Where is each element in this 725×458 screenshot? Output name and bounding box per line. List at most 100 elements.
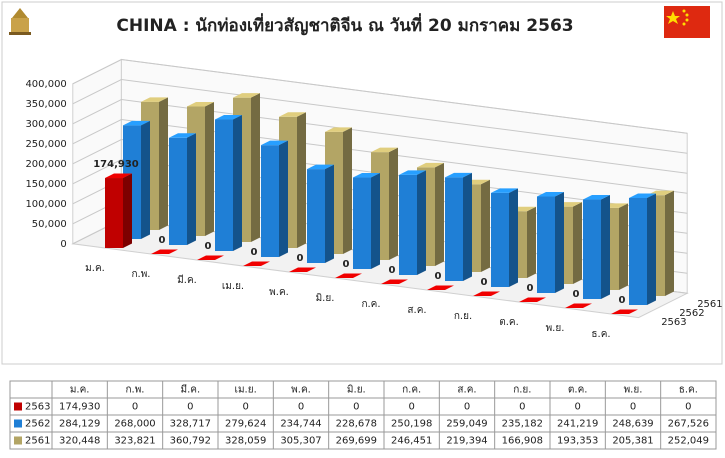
bar-front — [215, 119, 233, 251]
bar — [381, 279, 408, 284]
bar-side — [435, 162, 444, 266]
legend-key — [14, 419, 22, 428]
bar-front — [491, 192, 509, 287]
table-cell: 0 — [242, 402, 248, 413]
table-cell: 0 — [408, 402, 414, 413]
x-tick-label: มิ.ย. — [316, 293, 335, 304]
y-tick-label: 50,000 — [32, 219, 67, 230]
bar — [151, 249, 178, 254]
bar — [335, 273, 362, 278]
bar-top — [473, 291, 500, 296]
bar-side — [619, 203, 628, 290]
x-tick-label: ส.ค. — [407, 305, 426, 316]
y-tick-label: 0 — [60, 239, 66, 250]
table-cell: 267,526 — [668, 419, 709, 430]
bar-top — [399, 170, 426, 175]
bar-top — [233, 93, 260, 98]
bar-side — [297, 112, 306, 248]
bar-top — [105, 173, 132, 179]
x-tick-label: มี.ค. — [177, 274, 197, 286]
bar-top — [371, 147, 398, 153]
x-tick-label: ก.พ. — [131, 269, 150, 280]
bar-top — [381, 279, 408, 284]
table-cell: 259,049 — [446, 419, 487, 430]
grid-line — [72, 138, 688, 214]
data-label: 0 — [159, 235, 166, 246]
table-cell: 248,639 — [612, 419, 653, 430]
data-label: 0 — [389, 265, 396, 276]
bar-top — [261, 140, 288, 146]
table-cell: 0 — [298, 402, 304, 413]
bar-top — [611, 309, 638, 314]
bar-front — [583, 199, 601, 299]
bar-front — [353, 177, 371, 269]
table-cell: 205,381 — [612, 436, 653, 447]
bar-top — [353, 173, 380, 178]
bar-side — [159, 97, 168, 230]
bar-side — [325, 164, 334, 263]
bar-side — [343, 127, 352, 254]
x-tick-label: ต.ค. — [499, 317, 519, 328]
bar-side — [141, 120, 150, 239]
legend-label: 2563 — [25, 402, 50, 413]
table-header: ก.ย. — [513, 385, 531, 396]
bar — [353, 173, 380, 269]
data-label: 0 — [573, 289, 580, 300]
y-tick-label: 250,000 — [25, 139, 66, 150]
bar-side — [279, 140, 288, 257]
bar-top — [583, 195, 610, 200]
grid-line — [72, 58, 688, 134]
bar — [491, 188, 518, 287]
bar-top — [123, 120, 150, 126]
bar-top — [519, 297, 546, 302]
data-label: 0 — [619, 295, 626, 306]
table-cell: 320,448 — [59, 436, 100, 447]
table-header: ก.ค. — [402, 385, 421, 396]
data-label: 0 — [343, 259, 350, 270]
table-cell: 235,182 — [502, 419, 543, 430]
bar — [519, 297, 546, 302]
legend-label: 2561 — [25, 436, 50, 447]
legend-key — [14, 436, 22, 445]
table-header: พ.ค. — [291, 385, 311, 396]
bar-top — [335, 273, 362, 278]
bar-top — [325, 127, 352, 132]
bar-side — [371, 173, 380, 269]
bar-front — [629, 197, 647, 305]
table-header: ธ.ค. — [679, 385, 698, 396]
bar-top — [629, 193, 656, 198]
y-tick-label: 200,000 — [25, 159, 66, 170]
table-header: ส.ค. — [457, 385, 476, 396]
table-cell: 0 — [132, 402, 138, 413]
table-cell: 0 — [630, 402, 636, 413]
x-tick-label: พ.ย. — [546, 323, 565, 334]
table-header: เม.ย. — [235, 385, 257, 396]
depth-label: 2563 — [661, 317, 686, 328]
bar-side — [251, 93, 260, 242]
x-tick-label: พ.ค. — [269, 287, 289, 298]
bar — [611, 309, 638, 314]
y-tick-label: 100,000 — [25, 199, 66, 210]
y-tick-label: 300,000 — [25, 119, 66, 130]
y-tick-label: 150,000 — [25, 179, 66, 190]
bar-side — [123, 173, 132, 248]
bar-side — [481, 179, 490, 272]
bar-side — [555, 192, 564, 293]
bar-top — [445, 172, 472, 178]
bar — [629, 193, 656, 305]
table-cell: 323,821 — [114, 436, 155, 447]
data-label: 0 — [527, 283, 534, 294]
table-cell: 269,699 — [336, 436, 377, 447]
bar-top — [279, 112, 306, 117]
table-cell: 246,451 — [391, 436, 432, 447]
table-header: ก.พ. — [125, 385, 144, 396]
grid-line — [72, 118, 688, 194]
bar-top — [169, 133, 196, 138]
bar-front — [105, 178, 123, 248]
legend-key — [14, 402, 22, 411]
bar — [565, 303, 592, 308]
y-tick-label: 350,000 — [25, 99, 66, 110]
legend-label: 2562 — [25, 419, 50, 430]
table-cell: 0 — [519, 402, 525, 413]
